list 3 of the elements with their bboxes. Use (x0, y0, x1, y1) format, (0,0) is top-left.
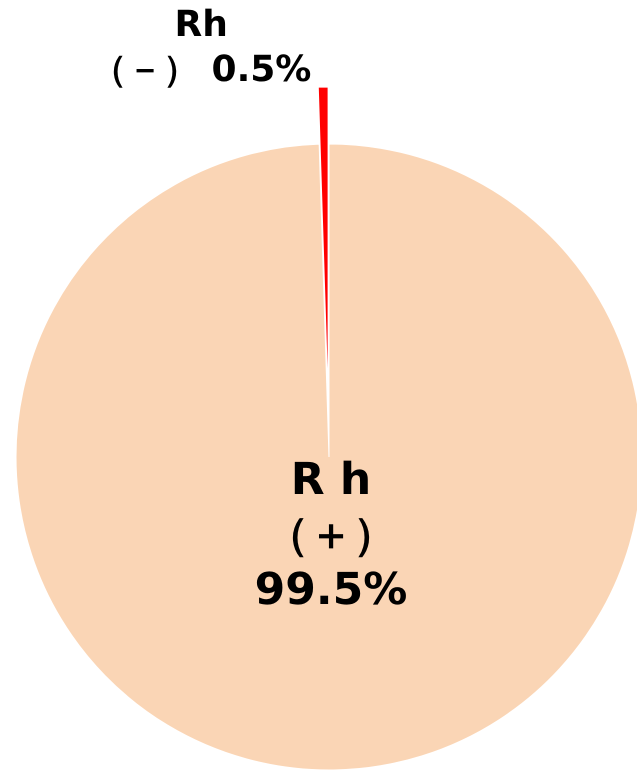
slice-label: Rh （－） 0.5% (90, 3, 312, 92)
data-label: 99.5% (254, 564, 408, 615)
slice-label: R h （＋） (265, 454, 397, 560)
